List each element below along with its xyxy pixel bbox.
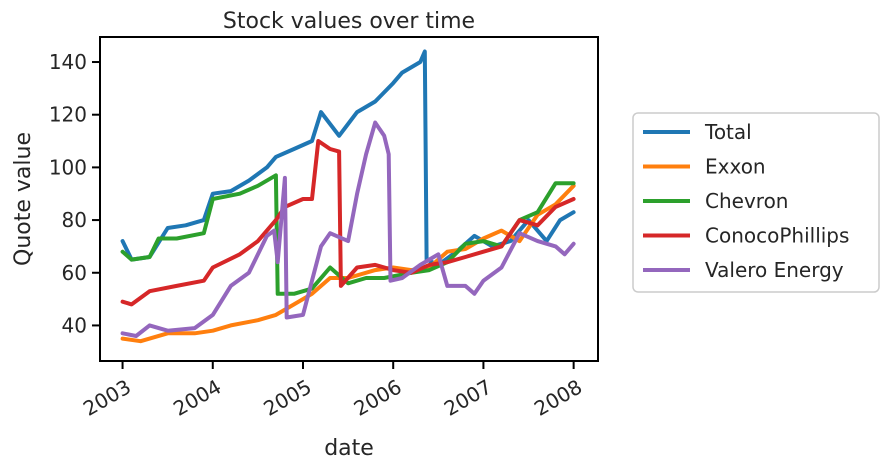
series-layer — [120, 49, 576, 344]
legend-label-1: Exxon — [705, 155, 766, 179]
x-axis-label: date — [324, 436, 374, 461]
x-tick-label-2: 2005 — [259, 375, 315, 421]
x-tick-label-5: 2008 — [530, 375, 586, 421]
y-tick-label-5: 140 — [49, 50, 87, 74]
series-line-1 — [120, 183, 576, 344]
legend-frame — [632, 112, 880, 293]
y-tick-label-3: 100 — [49, 155, 87, 179]
plot-frame — [99, 36, 599, 362]
chart-title: Stock values over time — [223, 9, 475, 34]
y-tick-label-1: 60 — [62, 261, 87, 285]
y-axis: 40 60 80 100 120 140 — [49, 50, 100, 337]
series-line-3 — [120, 139, 576, 307]
x-tick-label-0: 2003 — [79, 375, 135, 421]
x-axis: 2003 2004 2005 2006 2007 2008 — [79, 361, 586, 421]
x-tick-label-4: 2007 — [440, 375, 496, 421]
plot-area — [99, 36, 599, 362]
y-tick-label-4: 120 — [49, 103, 87, 127]
y-axis-label: Quote value — [11, 132, 36, 266]
legend-label-4: Valero Energy — [705, 258, 844, 282]
legend: Total Exxon Chevron ConocoPhillips Valero En… — [632, 112, 880, 293]
legend-label-0: Total — [704, 120, 752, 144]
legend-items: Total Exxon Chevron ConocoPhillips Valero En… — [643, 120, 849, 282]
y-tick-label-0: 40 — [62, 313, 87, 337]
legend-label-3: ConocoPhillips — [705, 224, 849, 248]
x-tick-label-1: 2004 — [169, 375, 225, 421]
series-line-2 — [120, 173, 576, 296]
series-line-0 — [120, 49, 576, 267]
legend-label-2: Chevron — [705, 189, 788, 213]
x-tick-label-3: 2006 — [350, 375, 406, 421]
series-line-4 — [120, 120, 576, 338]
y-tick-label-2: 80 — [62, 208, 87, 232]
